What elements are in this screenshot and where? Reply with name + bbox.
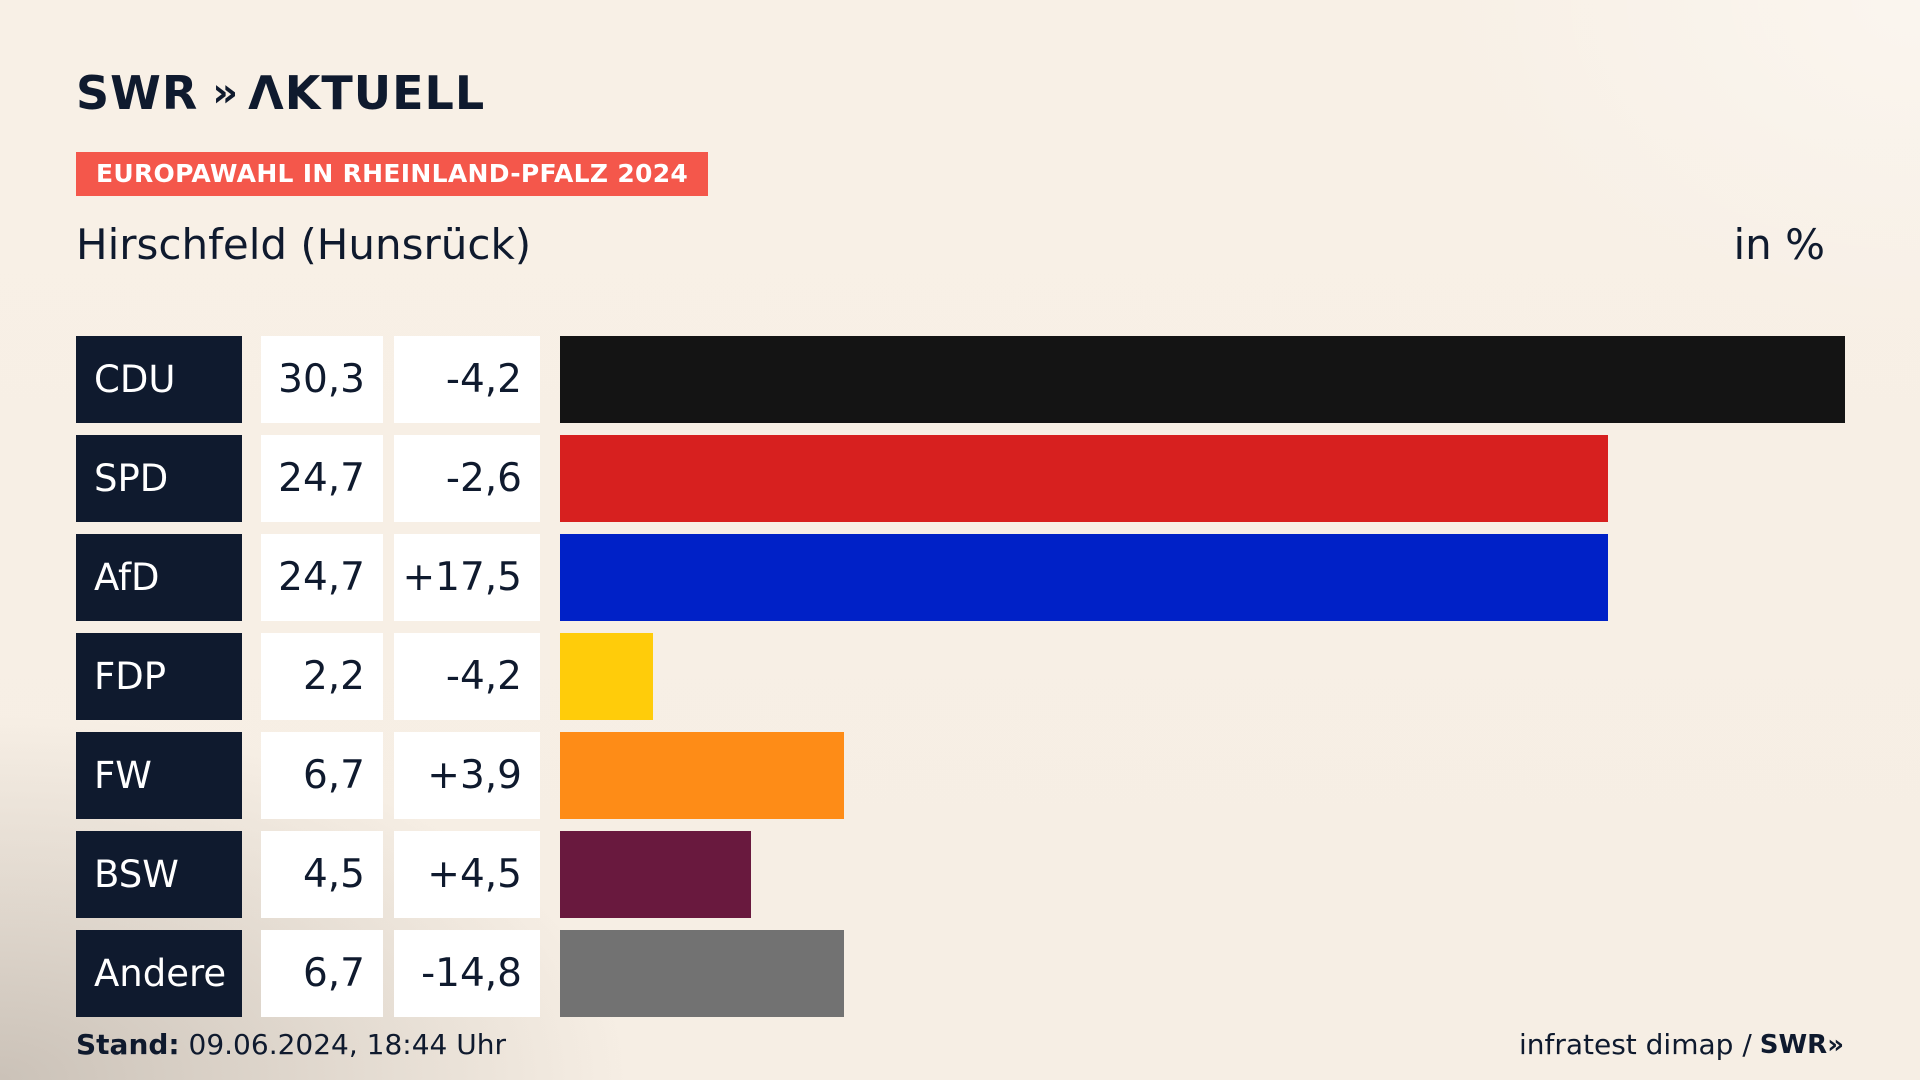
vote-share-value: 24,7 — [261, 534, 383, 621]
vote-share-value: 4,5 — [261, 831, 383, 918]
party-label: BSW — [76, 831, 242, 918]
election-tag: EUROPAWAHL IN RHEINLAND-PFALZ 2024 — [76, 152, 709, 196]
vote-share-value: 2,2 — [261, 633, 383, 720]
logo-swr-text: SWR — [76, 66, 199, 120]
stand-value: 09.06.2024, 18:44 Uhr — [188, 1028, 506, 1061]
party-label: AfD — [76, 534, 242, 621]
result-bar — [560, 435, 1608, 522]
page-subtitle: Hirschfeld (Hunsrück) — [76, 220, 532, 269]
vote-share-change: +17,5 — [394, 534, 540, 621]
timestamp: Stand: 09.06.2024, 18:44 Uhr — [76, 1028, 506, 1061]
party-label: FW — [76, 732, 242, 819]
result-row: FW 6,7 +3,9 — [76, 732, 1845, 819]
result-bar — [560, 336, 1845, 423]
vote-share-value: 6,7 — [261, 732, 383, 819]
result-row: AfD 24,7 +17,5 — [76, 534, 1845, 621]
result-bar — [560, 534, 1608, 621]
result-bar — [560, 633, 653, 720]
swr-aktuell-logo: SWR » ΛKTUELL — [76, 66, 485, 120]
vote-share-value: 30,3 — [261, 336, 383, 423]
swr-brand-logo: SWR» — [1759, 1029, 1844, 1060]
result-row: CDU 30,3 -4,2 — [76, 336, 1845, 423]
vote-share-change: -14,8 — [394, 930, 540, 1017]
source-text: infratest dimap / — [1518, 1028, 1752, 1061]
vote-share-value: 6,7 — [261, 930, 383, 1017]
result-row: SPD 24,7 -2,6 — [76, 435, 1845, 522]
vote-share-value: 24,7 — [261, 435, 383, 522]
logo-aktuell-text: ΛKTUELL — [248, 66, 486, 120]
vote-share-change: -2,6 — [394, 435, 540, 522]
party-label: Andere — [76, 930, 242, 1017]
vote-share-change: +4,5 — [394, 831, 540, 918]
result-row: BSW 4,5 +4,5 — [76, 831, 1845, 918]
result-bar — [560, 732, 844, 819]
party-label: FDP — [76, 633, 242, 720]
result-row: Andere 6,7 -14,8 — [76, 930, 1845, 1017]
source-credit: infratest dimap / SWR» — [1519, 1028, 1844, 1061]
result-bar — [560, 930, 844, 1017]
result-bar — [560, 831, 751, 918]
vote-share-change: +3,9 — [394, 732, 540, 819]
vote-share-change: -4,2 — [394, 336, 540, 423]
unit-label: in % — [1733, 220, 1825, 269]
vote-share-change: -4,2 — [394, 633, 540, 720]
party-label: SPD — [76, 435, 242, 522]
party-label: CDU — [76, 336, 242, 423]
stand-label: Stand: — [76, 1028, 180, 1061]
result-row: FDP 2,2 -4,2 — [76, 633, 1845, 720]
double-chevron-icon: » — [212, 70, 238, 116]
